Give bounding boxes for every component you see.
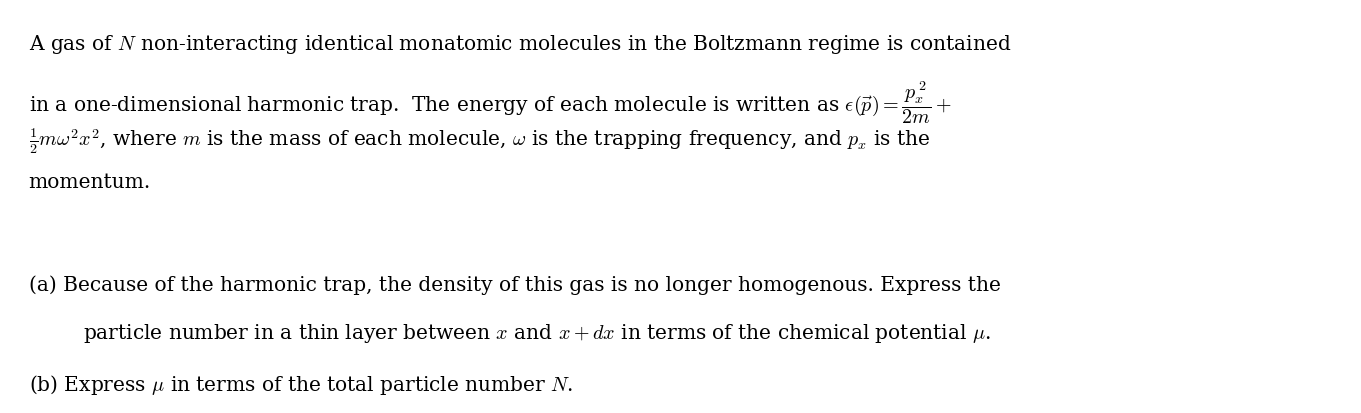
Text: A gas of $N$ non-interacting identical monatomic molecules in the Boltzmann regi: A gas of $N$ non-interacting identical m… xyxy=(29,33,1011,55)
Text: in a one-dimensional harmonic trap.  The energy of each molecule is written as $: in a one-dimensional harmonic trap. The … xyxy=(29,79,951,126)
Text: (b) Express $\mu$ in terms of the total particle number $N$.: (b) Express $\mu$ in terms of the total … xyxy=(29,372,573,396)
Text: particle number in a thin layer between $x$ and $x + dx$ in terms of the chemica: particle number in a thin layer between … xyxy=(83,321,991,344)
Text: (a) Because of the harmonic trap, the density of this gas is no longer homogenou: (a) Because of the harmonic trap, the de… xyxy=(29,275,1000,294)
Text: momentum.: momentum. xyxy=(29,172,151,191)
Text: $\frac{1}{2}m\omega^2 x^2$, where $m$ is the mass of each molecule, $\omega$ is : $\frac{1}{2}m\omega^2 x^2$, where $m$ is… xyxy=(29,126,930,155)
